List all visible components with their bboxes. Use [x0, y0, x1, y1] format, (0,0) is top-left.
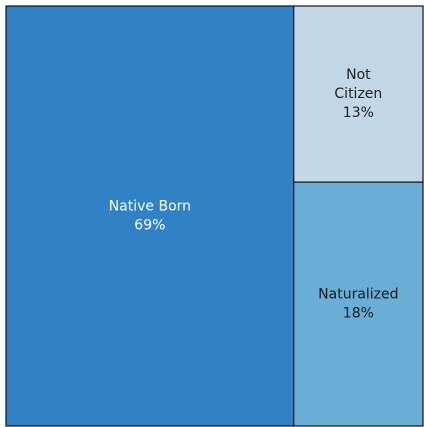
tile-not-citizen	[293, 5, 424, 183]
tile-value-label: 13%	[343, 105, 374, 121]
tile-naturalized	[293, 181, 424, 427]
tile-label-not-citizen: Not Citizen 13%	[334, 67, 382, 121]
tile-category-label: Not	[346, 67, 371, 83]
tile-category-label: Native Born	[109, 199, 191, 215]
tile-label-native-born: Native Born 69%	[109, 199, 191, 234]
tile-category-label: Naturalized	[318, 287, 398, 303]
tile-label-naturalized: Naturalized 18%	[318, 287, 398, 322]
tile-native-born	[5, 5, 295, 427]
tile-value-label: 18%	[343, 306, 374, 322]
tile-value-label: 69%	[134, 218, 165, 234]
tile-category-label: Citizen	[334, 86, 382, 102]
